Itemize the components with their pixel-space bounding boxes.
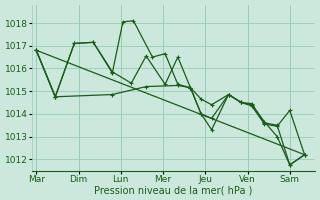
X-axis label: Pression niveau de la mer( hPa ): Pression niveau de la mer( hPa ) bbox=[94, 185, 253, 195]
